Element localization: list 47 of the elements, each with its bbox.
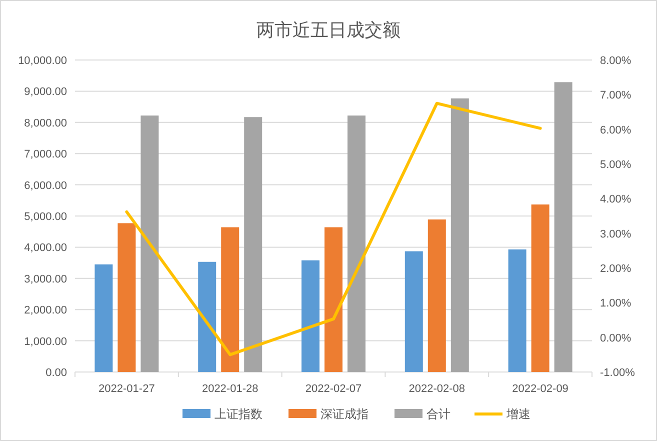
- bar: [508, 249, 526, 372]
- y2-tick-label: -1.00%: [600, 367, 636, 379]
- x-tick-label: 2022-02-08: [408, 383, 466, 395]
- y2-tick-label: 8.00%: [600, 55, 632, 67]
- legend-label: 深证成指: [320, 407, 368, 421]
- y2-tick-label: 2.00%: [600, 263, 632, 275]
- y-tick-label: 3,000.00: [24, 273, 67, 286]
- y2-tick-label: 6.00%: [600, 124, 632, 136]
- legend-label: 合计: [426, 407, 450, 421]
- x-tick-label: 2022-01-27: [98, 383, 155, 395]
- y2-tick-label: 5.00%: [600, 159, 632, 171]
- bar: [140, 116, 159, 372]
- y2-tick-label: 3.00%: [600, 228, 632, 240]
- x-tick-label: 2022-01-28: [202, 383, 258, 395]
- x-tick-label: 2022-02-07: [305, 383, 362, 395]
- bar: [324, 227, 342, 372]
- y-tick-label: 10,000.00: [18, 55, 67, 67]
- bar: [348, 116, 366, 372]
- y2-tick-label: 1.00%: [600, 298, 632, 310]
- y-tick-label: 2,000.00: [24, 304, 67, 317]
- y-tick-label: 5,000.00: [24, 211, 67, 223]
- chart-title: 两市近五日成交额: [256, 20, 400, 40]
- y2-tick-label: 7.00%: [600, 90, 632, 102]
- bar: [531, 204, 550, 372]
- bar: [450, 98, 469, 372]
- y-tick-label: 6,000.00: [24, 180, 67, 192]
- y-tick-label: 0.00: [46, 367, 67, 379]
- y-tick-label: 4,000.00: [24, 242, 67, 254]
- line-series: [125, 102, 542, 356]
- y-tick-label: 7,000.00: [24, 148, 67, 161]
- legend-label: 增速: [506, 407, 530, 421]
- y2-tick-label: 0.00%: [600, 332, 632, 344]
- bar: [302, 260, 320, 372]
- y-tick-label: 8,000.00: [24, 117, 67, 130]
- bar: [554, 82, 572, 372]
- y2-tick-label: 4.00%: [600, 194, 632, 206]
- bar: [244, 117, 262, 372]
- y-tick-label: 9,000.00: [24, 86, 67, 98]
- bar: [94, 264, 113, 372]
- bar: [404, 251, 423, 372]
- y-tick-label: 1,000.00: [24, 336, 67, 348]
- x-tick-label: 2022-02-09: [512, 383, 568, 395]
- bar: [118, 223, 136, 372]
- legend-label: 上证指数: [214, 407, 262, 421]
- bar: [428, 219, 446, 372]
- bar: [198, 262, 216, 372]
- bar: [221, 227, 240, 372]
